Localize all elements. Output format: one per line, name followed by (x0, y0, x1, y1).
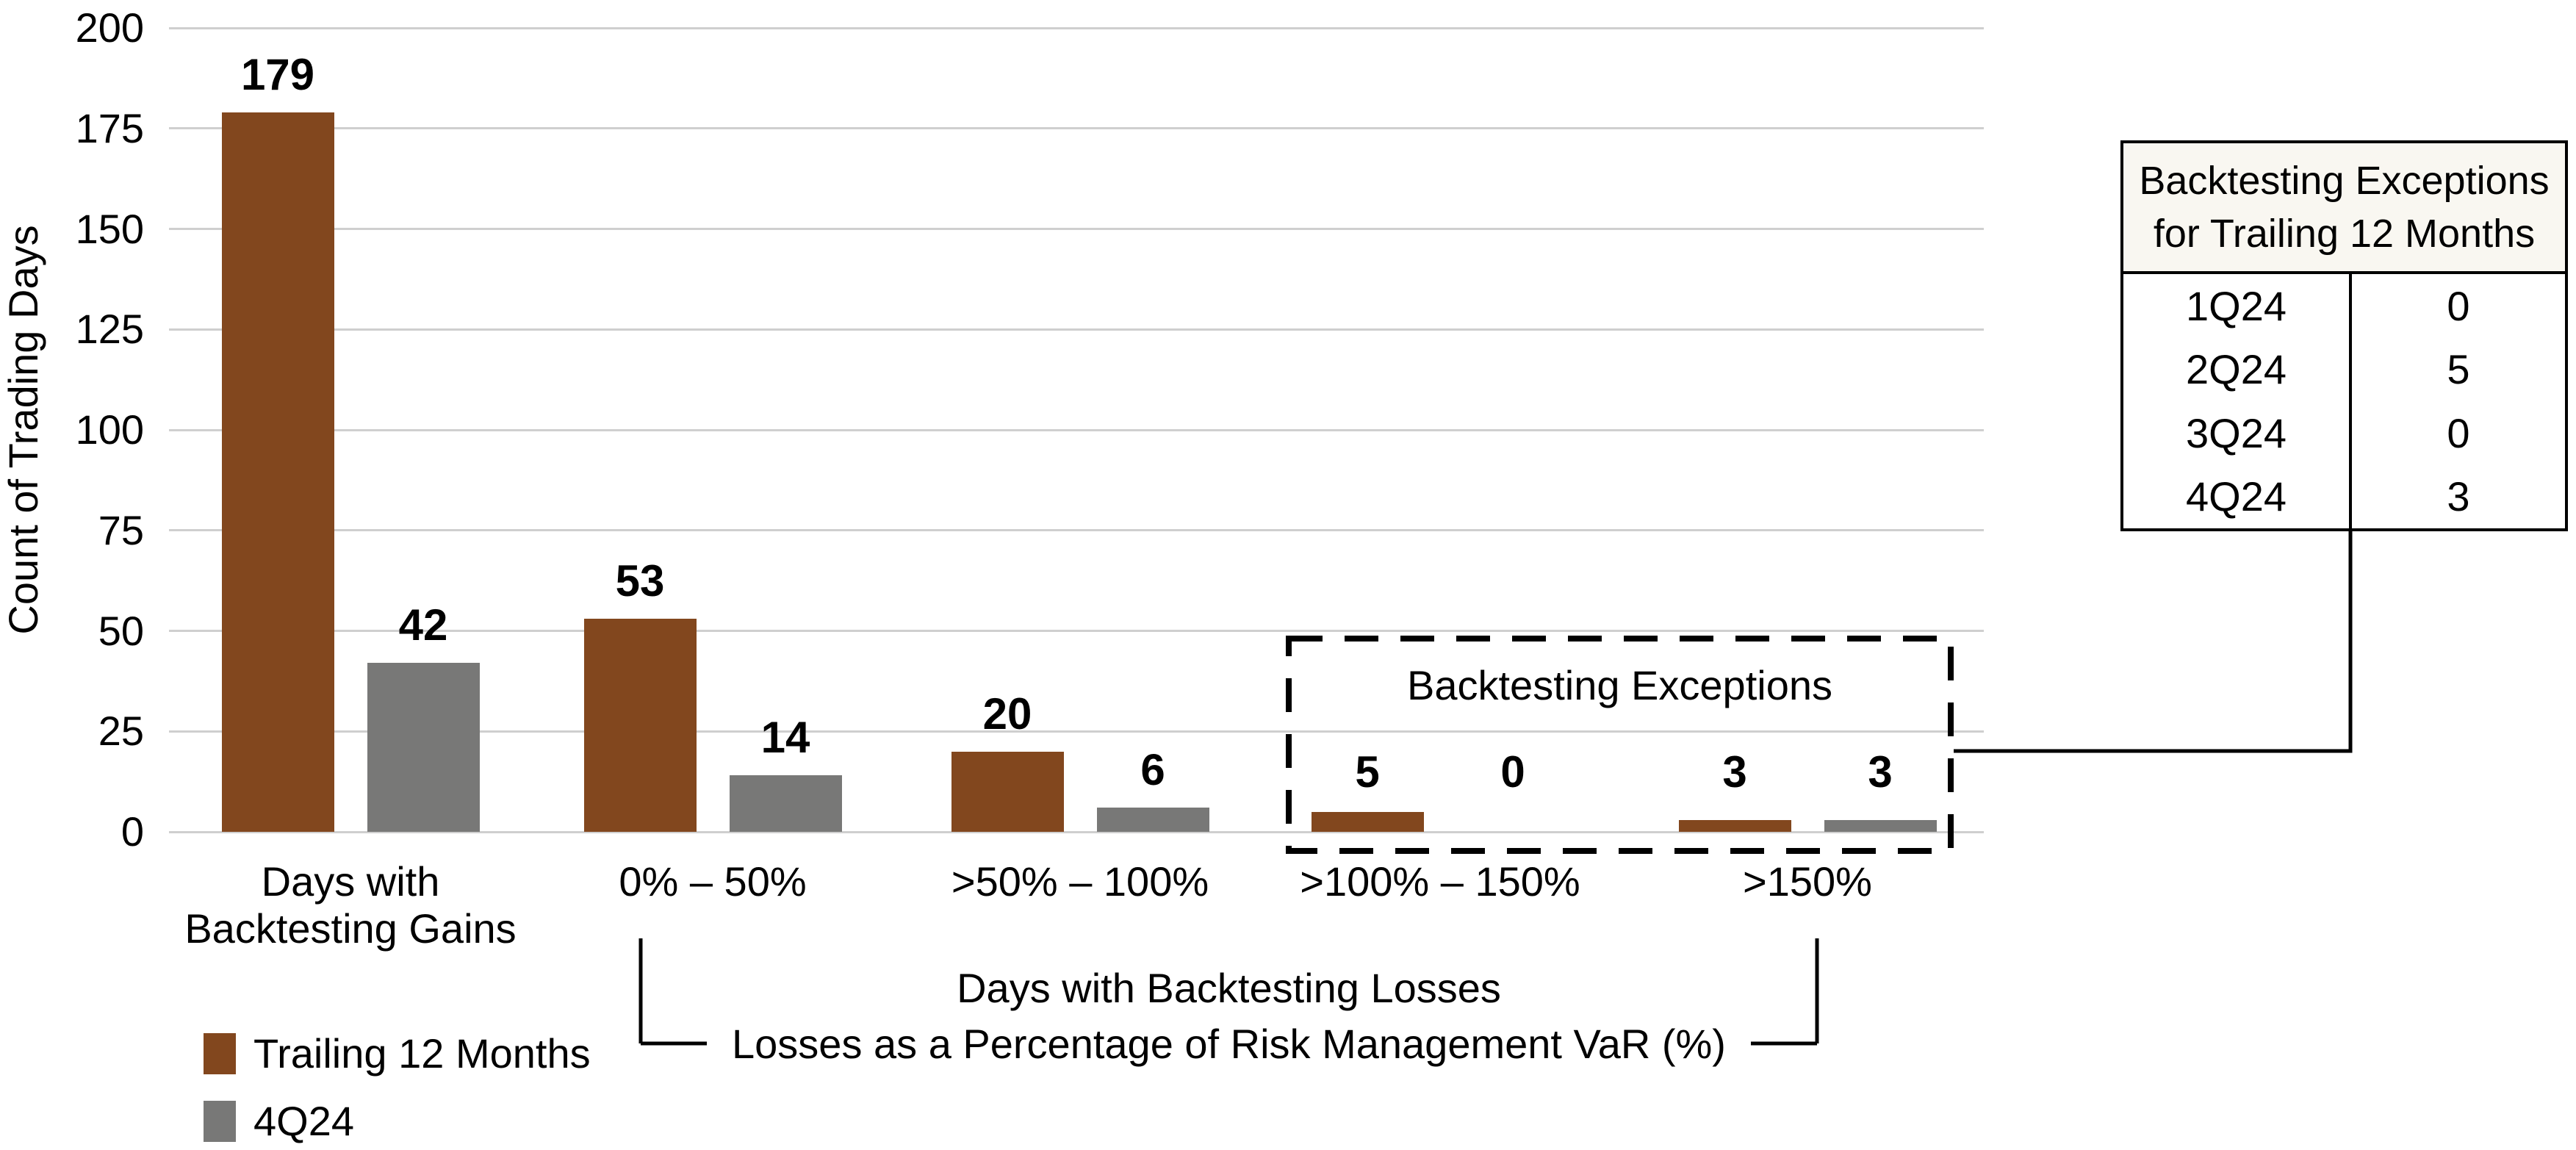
y-tick-label-75: 75 (98, 506, 144, 553)
gridline-y-100 (169, 428, 1984, 431)
y-tick-label-25: 25 (98, 708, 144, 755)
bar-value-label: 179 (240, 49, 315, 99)
table-row-2q24: 2Q24 5 (2123, 337, 2565, 401)
bar-trailing-12-months-group-2 (951, 751, 1064, 832)
gridline-y-75 (169, 529, 1984, 532)
dashed-box-label: Backtesting Exceptions (1407, 662, 1832, 708)
gridline-y-0 (169, 830, 1984, 833)
table-connector-line (1954, 531, 2353, 753)
table-body: 1Q24 0 2Q24 5 3Q24 0 4Q24 3 (2123, 274, 2565, 528)
legend-label-trailing-12-months: Trailing 12 Months (253, 1030, 591, 1077)
bar-value-label: 42 (398, 600, 448, 650)
bar-4q24-group-2 (1096, 808, 1209, 832)
table-row-3q24: 3Q24 0 (2123, 401, 2565, 465)
bar-value-label: 3 (1868, 747, 1893, 797)
legend-item-4q24: 4Q24 (204, 1101, 591, 1142)
legend-swatch-trailing-12-months (204, 1033, 236, 1074)
x-category-label-4: >150% (1743, 858, 1872, 905)
bar-value-label: 14 (760, 713, 810, 763)
bar-value-label: 53 (615, 556, 665, 606)
bar-4q24-group-1 (729, 775, 842, 832)
exceptions-cell: 5 (2447, 346, 2470, 393)
gridline-y-175 (169, 127, 1984, 130)
exceptions-cell: 0 (2447, 282, 2470, 329)
y-tick-label-0: 0 (120, 808, 144, 855)
backtesting-exceptions-table: Backtesting Exceptions for Trailing 12 M… (2120, 140, 2568, 531)
bar-4q24-group-4 (1824, 819, 1937, 832)
x-category-label-2: >50% – 100% (951, 858, 1209, 905)
bar-trailing-12-months-group-4 (1678, 819, 1791, 832)
legend-item-trailing-12-months: Trailing 12 Months (204, 1033, 591, 1074)
table-title: Backtesting Exceptions for Trailing 12 M… (2123, 143, 2565, 274)
y-tick-label-150: 150 (75, 205, 144, 252)
y-tick-label-200: 200 (75, 4, 144, 51)
bar-trailing-12-months-group-0 (221, 112, 334, 832)
x-category-label-3: >100% – 150% (1300, 858, 1580, 905)
bar-value-label: 20 (982, 689, 1032, 738)
gridline-y-50 (169, 630, 1984, 632)
y-tick-label-125: 125 (75, 306, 144, 353)
gridline-y-150 (169, 228, 1984, 230)
bar-value-label: 6 (1140, 745, 1165, 795)
exceptions-cell: 0 (2447, 409, 2470, 456)
x-bracket-label-line1: Days with Backtesting Losses (957, 965, 1501, 1011)
legend-label-4q24: 4Q24 (253, 1098, 354, 1144)
quarter-cell: 3Q24 (2123, 401, 2352, 465)
y-tick-label-50: 50 (98, 607, 144, 654)
legend-swatch-4q24 (204, 1101, 236, 1142)
bar-trailing-12-months-group-3 (1311, 811, 1424, 832)
table-row-1q24: 1Q24 0 (2123, 274, 2565, 338)
y-tick-label-100: 100 (75, 406, 144, 453)
gridline-y-125 (169, 328, 1984, 331)
x-category-label-1: 0% – 50% (619, 858, 807, 905)
quarter-cell: 1Q24 (2123, 274, 2352, 338)
x-bracket-label-line2: Losses as a Percentage of Risk Managemen… (732, 1021, 1726, 1067)
bar-4q24-group-0 (367, 663, 480, 832)
bar-trailing-12-months-group-1 (583, 619, 697, 832)
legend: Trailing 12 Months 4Q24 (204, 1033, 591, 1150)
quarter-cell: 2Q24 (2123, 337, 2352, 401)
gridline-y-200 (169, 26, 1984, 29)
quarter-cell: 4Q24 (2123, 464, 2352, 528)
x-category-label-0: Days with Backtesting Gains (184, 858, 517, 952)
bar-value-label: 0 (1500, 747, 1525, 797)
table-row-4q24: 4Q24 3 (2123, 464, 2565, 528)
exceptions-cell: 3 (2447, 473, 2470, 520)
y-tick-label-175: 175 (75, 104, 144, 151)
gridline-y-25 (169, 730, 1984, 733)
